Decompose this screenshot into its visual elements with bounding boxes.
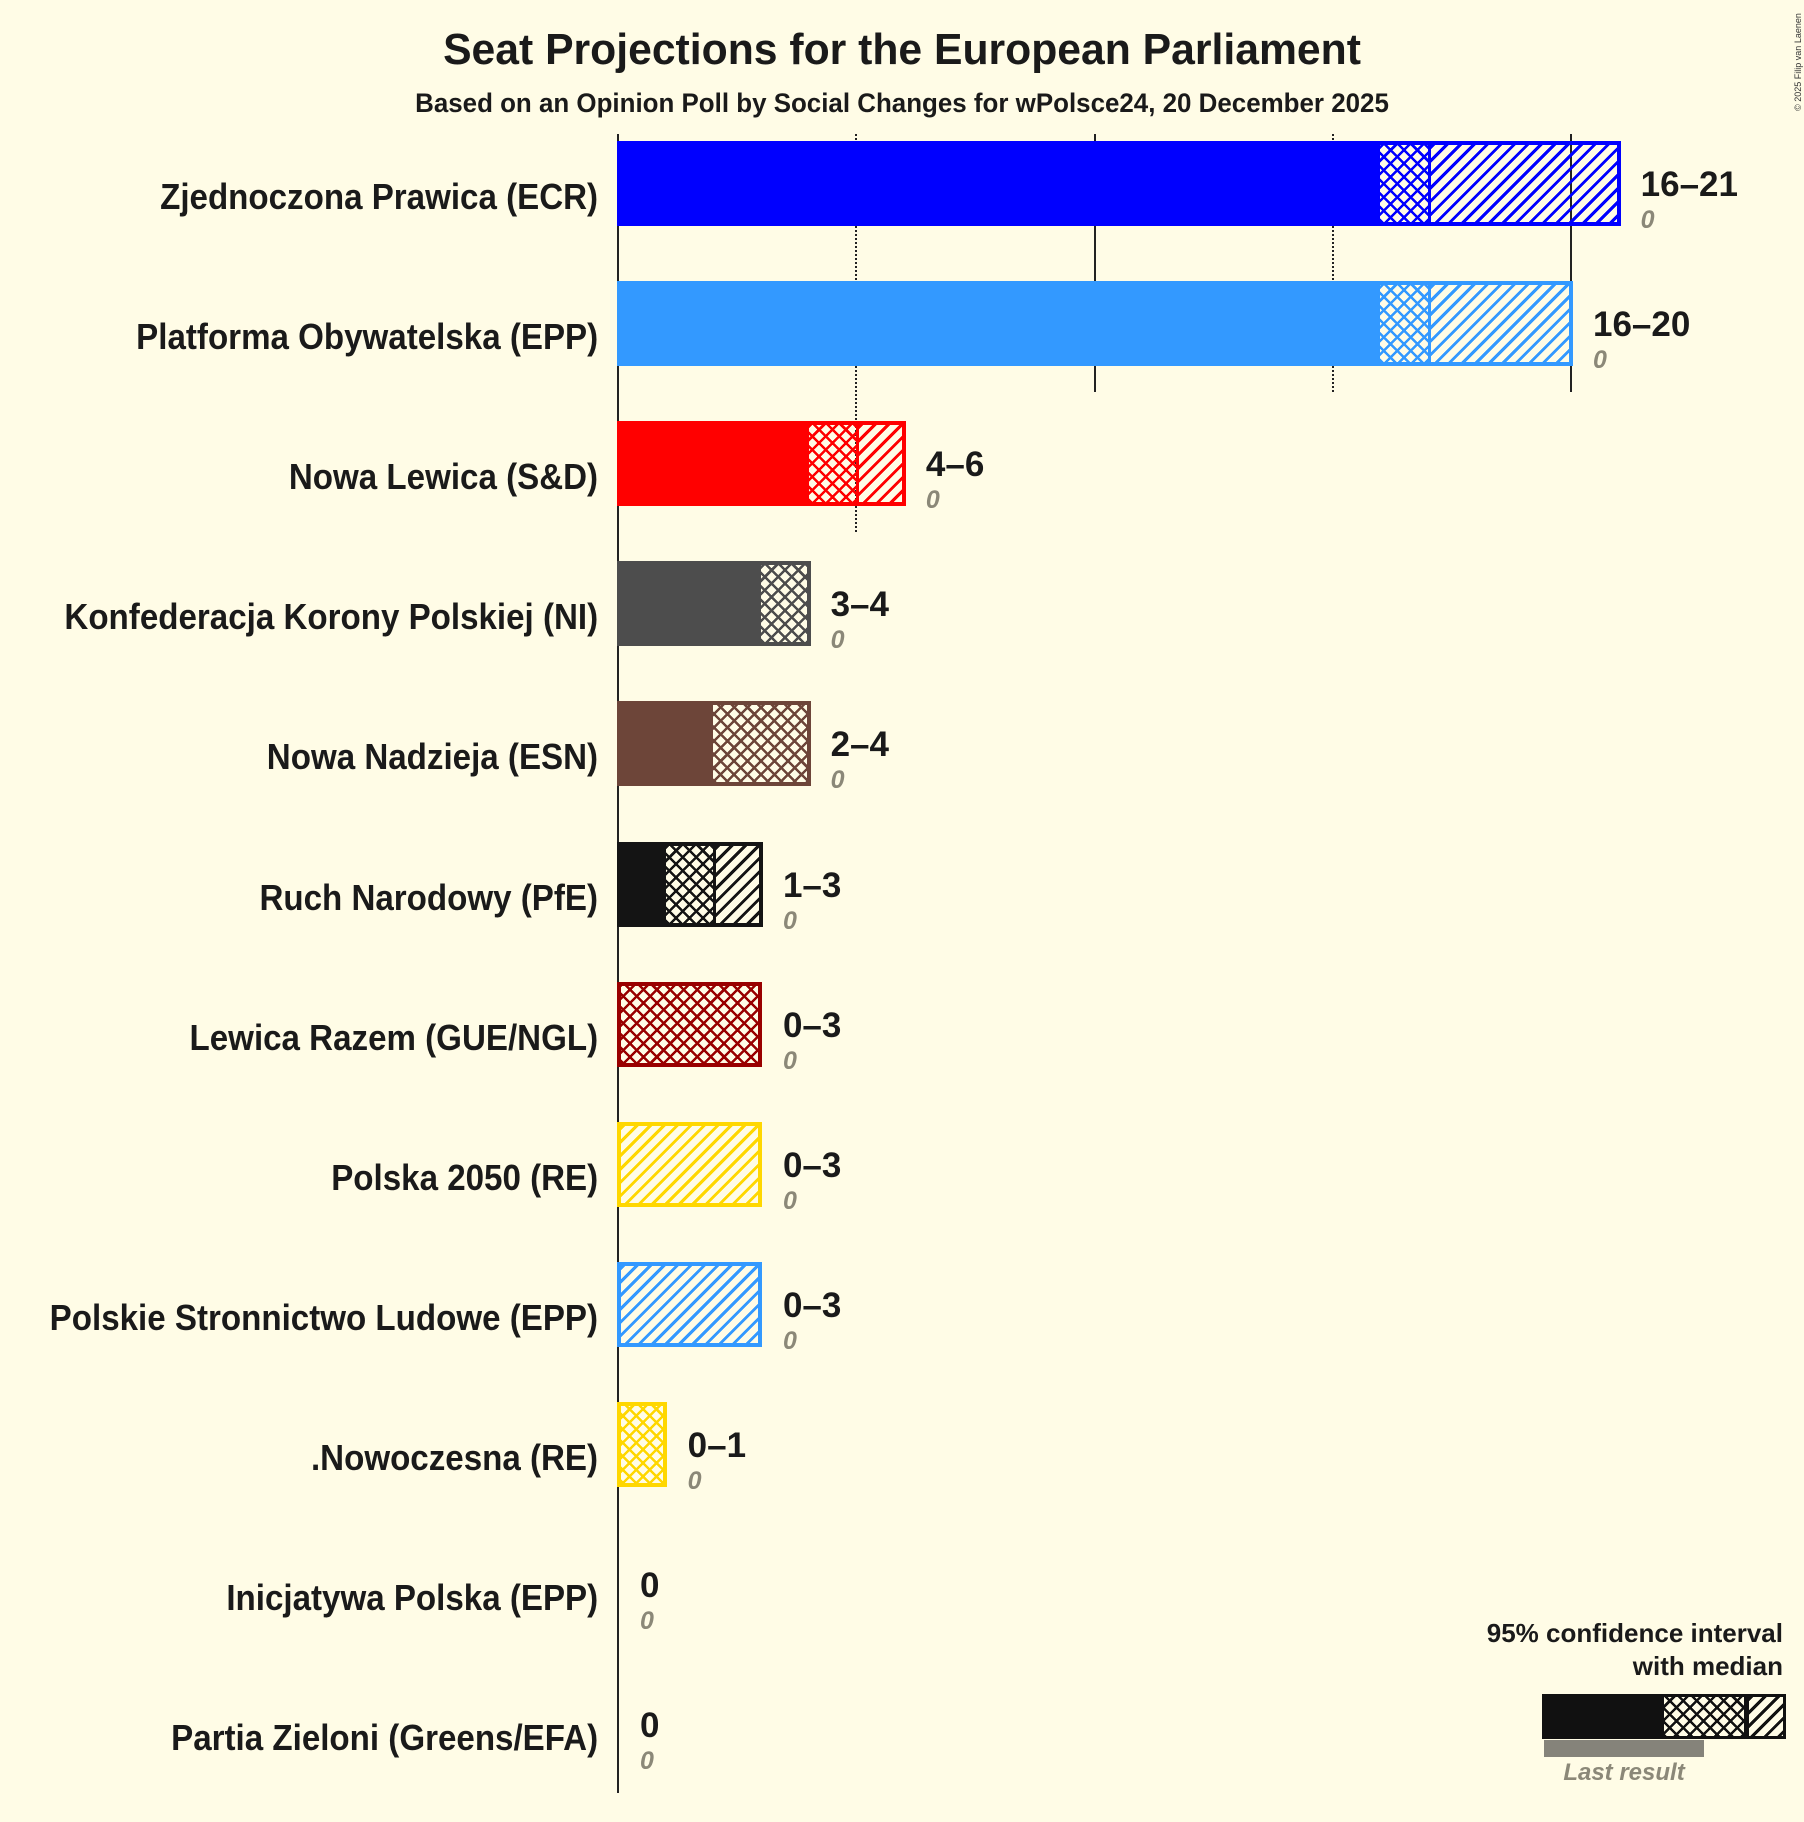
party-label: Polskie Stronnictwo Ludowe (EPP): [49, 1296, 598, 1338]
lower-to-median-crosshatch: [713, 705, 809, 783]
legend-solid-swatch: [1542, 1694, 1664, 1739]
confidence-interval-box: [617, 981, 762, 1067]
seat-range-label: 0: [640, 1566, 660, 1605]
median-to-upper-diagonal-hatch: [621, 1265, 758, 1343]
party-row: Nowa Lewica (S&D) 4–6 0: [0, 421, 1804, 561]
party-label: .Nowoczesna (RE): [310, 1436, 598, 1478]
party-label: Nowa Nadzieja (ESN): [266, 736, 598, 778]
bar-solid-segment: [617, 421, 809, 507]
confidence-interval-box: [617, 1261, 762, 1347]
seat-range-label: 0–3: [782, 1005, 842, 1045]
seat-range-label: 16–21: [1640, 165, 1738, 204]
confidence-interval-box: [617, 1121, 762, 1207]
last-result-label: 0: [782, 1046, 797, 1075]
confidence-interval-box: [1380, 281, 1573, 367]
lower-to-median-crosshatch: [808, 425, 857, 503]
last-result-label: 0: [782, 1186, 797, 1215]
seat-range-label: 4–6: [925, 445, 985, 485]
median-to-upper-diagonal-hatch: [856, 425, 902, 503]
party-label: Partia Zieloni (Greens/EFA): [171, 1717, 598, 1759]
last-result-label: 0: [687, 1466, 702, 1495]
legend-crosshatch-swatch: [1663, 1694, 1747, 1739]
party-label: Nowa Lewica (S&D): [288, 456, 598, 498]
lower-to-median-crosshatch: [621, 1405, 665, 1483]
confidence-interval-box: [760, 561, 811, 647]
confidence-interval-box: [665, 841, 763, 927]
party-row: Polskie Stronnictwo Ludowe (EPP) 0–3 0: [0, 1261, 1804, 1402]
seat-range-label: 0: [640, 1706, 660, 1746]
legend-title-line2: with median: [1632, 1651, 1783, 1681]
party-label: Inicjatywa Polska (EPP): [226, 1577, 598, 1618]
chart-title: Seat Projections for the European Parlia…: [443, 25, 1361, 74]
seat-range-label: 0–3: [782, 1145, 842, 1185]
confidence-interval-box: [808, 421, 906, 507]
party-row: Platforma Obywatelska (EPP) 16–20 0: [0, 281, 1804, 421]
seat-range-label: 0–3: [782, 1285, 842, 1325]
party-row: Ruch Narodowy (PfE) 1–3 0: [0, 841, 1804, 982]
gridline-10: [1093, 134, 1096, 393]
seat-range-label: 0–1: [687, 1425, 747, 1465]
lower-to-median-crosshatch: [621, 985, 760, 1063]
y-axis-line: [617, 134, 619, 1793]
party-row: Partia Zieloni (Greens/EFA) 0 0: [0, 1682, 1804, 1822]
gridline-20: [1570, 134, 1572, 393]
legend-last-result-label: Last result: [1563, 1759, 1685, 1786]
median-to-upper-diagonal-hatch: [621, 1125, 758, 1203]
chart-subtitle: Based on an Opinion Poll by Social Chang…: [415, 88, 1389, 118]
party-row: Lewica Razem (GUE/NGL) 0–3 0: [0, 981, 1804, 1122]
last-result-label: 0: [830, 626, 845, 655]
party-label: Platforma Obywatelska (EPP): [136, 316, 598, 358]
seat-range-label: 16–20: [1593, 305, 1691, 345]
bar-solid-segment: [617, 281, 1381, 367]
last-result-label: 0: [782, 906, 797, 935]
last-result-label: 0: [1593, 346, 1607, 375]
party-label: Konfederacja Korony Polskiej (NI): [64, 596, 598, 638]
median-to-upper-diagonal-hatch: [713, 845, 759, 923]
lower-to-median-crosshatch: [1380, 145, 1429, 222]
bar-solid-segment: [617, 141, 1381, 226]
bar-solid-segment: [617, 701, 714, 787]
gridline-15: [1331, 134, 1334, 393]
party-label: Zjednoczona Prawica (ECR): [159, 176, 598, 217]
party-row: Polska 2050 (RE) 0–3 0: [0, 1121, 1804, 1262]
last-result-label: 0: [640, 1607, 654, 1635]
party-row: Konfederacja Korony Polskiej (NI) 3–4 0: [0, 561, 1804, 701]
last-result-label: 0: [640, 1747, 654, 1776]
seat-range-label: 2–4: [830, 725, 889, 765]
median-to-upper-diagonal-hatch: [1428, 285, 1569, 363]
party-row: Nowa Nadzieja (ESN) 2–4 0: [0, 701, 1804, 841]
party-label: Ruch Narodowy (PfE): [259, 876, 598, 918]
lower-to-median-crosshatch: [760, 565, 809, 643]
party-row: Inicjatywa Polska (EPP) 0 0: [0, 1542, 1804, 1682]
median-to-upper-diagonal-hatch: [1428, 145, 1617, 222]
legend-diagonal-swatch: [1746, 1694, 1786, 1739]
last-result-label: 0: [1640, 206, 1655, 234]
lower-to-median-crosshatch: [1380, 285, 1429, 363]
seat-range-label: 3–4: [830, 585, 889, 625]
party-label: Polska 2050 (RE): [331, 1156, 598, 1198]
legend-last-result-swatch: [1544, 1740, 1704, 1757]
party-label: Lewica Razem (GUE/NGL): [189, 1016, 598, 1058]
legend-title-line1: 95% confidence interval: [1486, 1618, 1783, 1648]
last-result-label: 0: [782, 1326, 797, 1355]
confidence-interval-box: [713, 701, 811, 787]
confidence-interval-box: [1380, 141, 1621, 226]
party-row: .Nowoczesna (RE) 0–1 0: [0, 1401, 1804, 1542]
lower-to-median-crosshatch: [665, 845, 714, 923]
party-row: Zjednoczona Prawica (ECR) 16–21 0: [0, 141, 1804, 281]
seat-range-label: 1–3: [782, 865, 842, 905]
bar-solid-segment: [617, 561, 761, 647]
confidence-interval-box: [617, 1401, 667, 1487]
bar-solid-segment: [617, 841, 666, 927]
last-result-label: 0: [830, 766, 845, 795]
last-result-label: 0: [925, 486, 940, 515]
copyright-notice: © 2025 Filip van Laenen: [1793, 13, 1803, 111]
